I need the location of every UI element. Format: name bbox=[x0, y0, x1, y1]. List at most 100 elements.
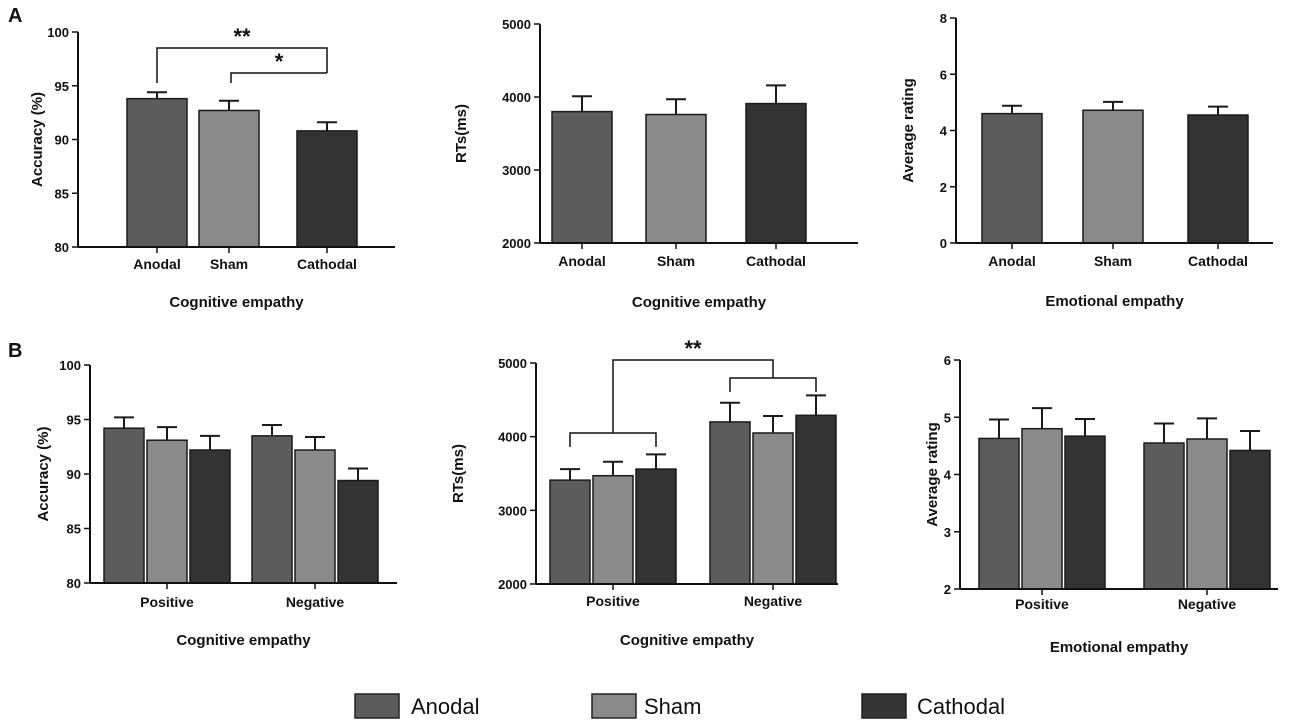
y-tick-label: 80 bbox=[55, 240, 69, 255]
x-tick-label: Anodal bbox=[133, 256, 180, 272]
panel-label-a: A bbox=[8, 5, 22, 27]
bar-sham-sham bbox=[645, 113, 707, 244]
x-axis-title: Cognitive empathy bbox=[169, 294, 304, 311]
y-tick-label: 95 bbox=[67, 413, 81, 428]
chart-a2: 2000 3000 4000 5000 Anodal Sham Cathodal Cognit… bbox=[453, 17, 858, 311]
bar-sham-negative bbox=[294, 449, 336, 584]
legend-label-sham: Sham bbox=[644, 694, 701, 719]
significance-label: ** bbox=[684, 336, 702, 361]
bar-cathodal-negative bbox=[1229, 449, 1271, 590]
legend-swatch-cathodal bbox=[861, 693, 907, 719]
x-tick-label: Negative bbox=[1178, 596, 1237, 612]
y-tick-label: 100 bbox=[59, 358, 81, 373]
bar-cathodal-negative bbox=[795, 414, 837, 585]
y-tick-label: 3000 bbox=[502, 163, 531, 178]
x-tick-label: Cathodal bbox=[746, 253, 806, 269]
bar-anodal-negative bbox=[251, 435, 293, 584]
y-axis-title: RTs(ms) bbox=[450, 444, 467, 503]
significance-label: * bbox=[275, 49, 284, 74]
y-axis-title: Average rating bbox=[900, 78, 917, 182]
bar-sham-sham bbox=[1082, 109, 1144, 244]
y-tick-label: 6 bbox=[940, 67, 947, 82]
bar-cathodal-cathodal bbox=[745, 102, 807, 244]
bar-sham-positive bbox=[1021, 427, 1063, 590]
y-axis-title: Average rating bbox=[924, 422, 941, 526]
x-tick-label: Negative bbox=[744, 593, 803, 609]
y-tick-label: 85 bbox=[55, 186, 69, 201]
y-tick-label: 8 bbox=[940, 11, 947, 26]
chart-b1: 80 85 90 95 100 Positive Negative Cognitive emp… bbox=[35, 358, 397, 649]
group-bracket-negative bbox=[729, 377, 817, 392]
x-tick-label: Anodal bbox=[988, 253, 1035, 269]
x-axis-title: Cognitive empathy bbox=[176, 632, 311, 649]
panel-label-b: B bbox=[8, 340, 22, 362]
y-tick-label: 5000 bbox=[502, 17, 531, 32]
x-axis-title: Emotional empathy bbox=[1045, 293, 1184, 310]
bar-anodal-anodal bbox=[126, 97, 188, 248]
bar-anodal-negative bbox=[1143, 442, 1185, 590]
x-tick-label: Positive bbox=[140, 594, 194, 610]
y-tick-label: 4 bbox=[944, 468, 952, 483]
x-tick-label: Negative bbox=[286, 594, 345, 610]
y-tick-label: 6 bbox=[944, 353, 951, 368]
y-tick-label: 85 bbox=[67, 522, 81, 537]
y-tick-label: 95 bbox=[55, 79, 69, 94]
y-tick-label: 0 bbox=[940, 236, 947, 251]
x-axis-title: Cognitive empathy bbox=[620, 632, 755, 649]
chart-a3: 0 2 4 6 8 Anodal Sham Cathodal Emotional empathy… bbox=[900, 11, 1273, 310]
x-tick-label: Cathodal bbox=[297, 256, 357, 272]
y-tick-label: 4 bbox=[940, 124, 948, 139]
x-tick-label: Sham bbox=[1094, 253, 1132, 269]
x-axis-title: Emotional empathy bbox=[1050, 639, 1189, 656]
bar-sham-positive bbox=[592, 474, 634, 585]
bar-anodal-positive bbox=[978, 437, 1020, 590]
bar-sham-negative bbox=[1186, 438, 1228, 590]
y-axis-title: RTs(ms) bbox=[453, 104, 470, 163]
group-bracket-positive bbox=[569, 432, 657, 447]
significance-bracket bbox=[612, 359, 774, 433]
bar-cathodal-positive bbox=[635, 468, 677, 585]
chart-b3: 2 3 4 5 6 Positive Negative Emotional empathy Av… bbox=[924, 353, 1278, 656]
legend-label-cathodal: Cathodal bbox=[917, 694, 1005, 719]
y-tick-label: 5000 bbox=[498, 356, 527, 371]
legend-swatch-sham bbox=[591, 693, 637, 719]
significance-bracket bbox=[230, 72, 327, 83]
bar-sham-negative bbox=[752, 432, 794, 585]
y-axis-title: Accuracy (%) bbox=[29, 92, 46, 187]
y-tick-label: 5 bbox=[944, 410, 951, 425]
x-tick-label: Positive bbox=[586, 593, 640, 609]
significance-label: ** bbox=[233, 24, 251, 49]
y-tick-label: 4000 bbox=[502, 90, 531, 105]
x-tick-label: Positive bbox=[1015, 596, 1069, 612]
x-tick-label: Anodal bbox=[558, 253, 605, 269]
legend-swatch-anodal bbox=[354, 693, 400, 719]
chart-a1: 80 85 90 95 100 Anodal Sham Cathodal Cognitive e… bbox=[29, 24, 395, 311]
legend-label-anodal: Anodal bbox=[411, 694, 480, 719]
legend: Anodal Sham Cathodal bbox=[354, 693, 1005, 719]
bar-anodal-anodal bbox=[551, 110, 613, 244]
y-tick-label: 2000 bbox=[498, 577, 527, 592]
y-tick-label: 2000 bbox=[502, 236, 531, 251]
chart-b2: 2000 3000 4000 5000 Positive Negative Cognitiv… bbox=[450, 336, 838, 649]
x-tick-label: Cathodal bbox=[1188, 253, 1248, 269]
bar-cathodal-cathodal bbox=[296, 130, 358, 248]
y-tick-label: 3 bbox=[944, 525, 951, 540]
y-axis-title: Accuracy (%) bbox=[35, 426, 52, 521]
y-tick-label: 4000 bbox=[498, 430, 527, 445]
y-tick-label: 3000 bbox=[498, 503, 527, 518]
bar-sham-positive bbox=[146, 439, 188, 584]
y-tick-label: 2 bbox=[944, 582, 951, 597]
significance-bracket bbox=[156, 47, 328, 83]
bar-sham-sham bbox=[198, 109, 260, 248]
x-tick-label: Sham bbox=[657, 253, 695, 269]
bar-cathodal-positive bbox=[189, 449, 231, 584]
bar-anodal-positive bbox=[549, 479, 591, 585]
x-axis-title: Cognitive empathy bbox=[632, 294, 767, 311]
bar-cathodal-positive bbox=[1064, 435, 1106, 590]
bar-anodal-positive bbox=[103, 427, 145, 584]
x-tick-label: Sham bbox=[210, 256, 248, 272]
y-tick-label: 90 bbox=[67, 467, 81, 482]
y-tick-label: 2 bbox=[940, 180, 947, 195]
